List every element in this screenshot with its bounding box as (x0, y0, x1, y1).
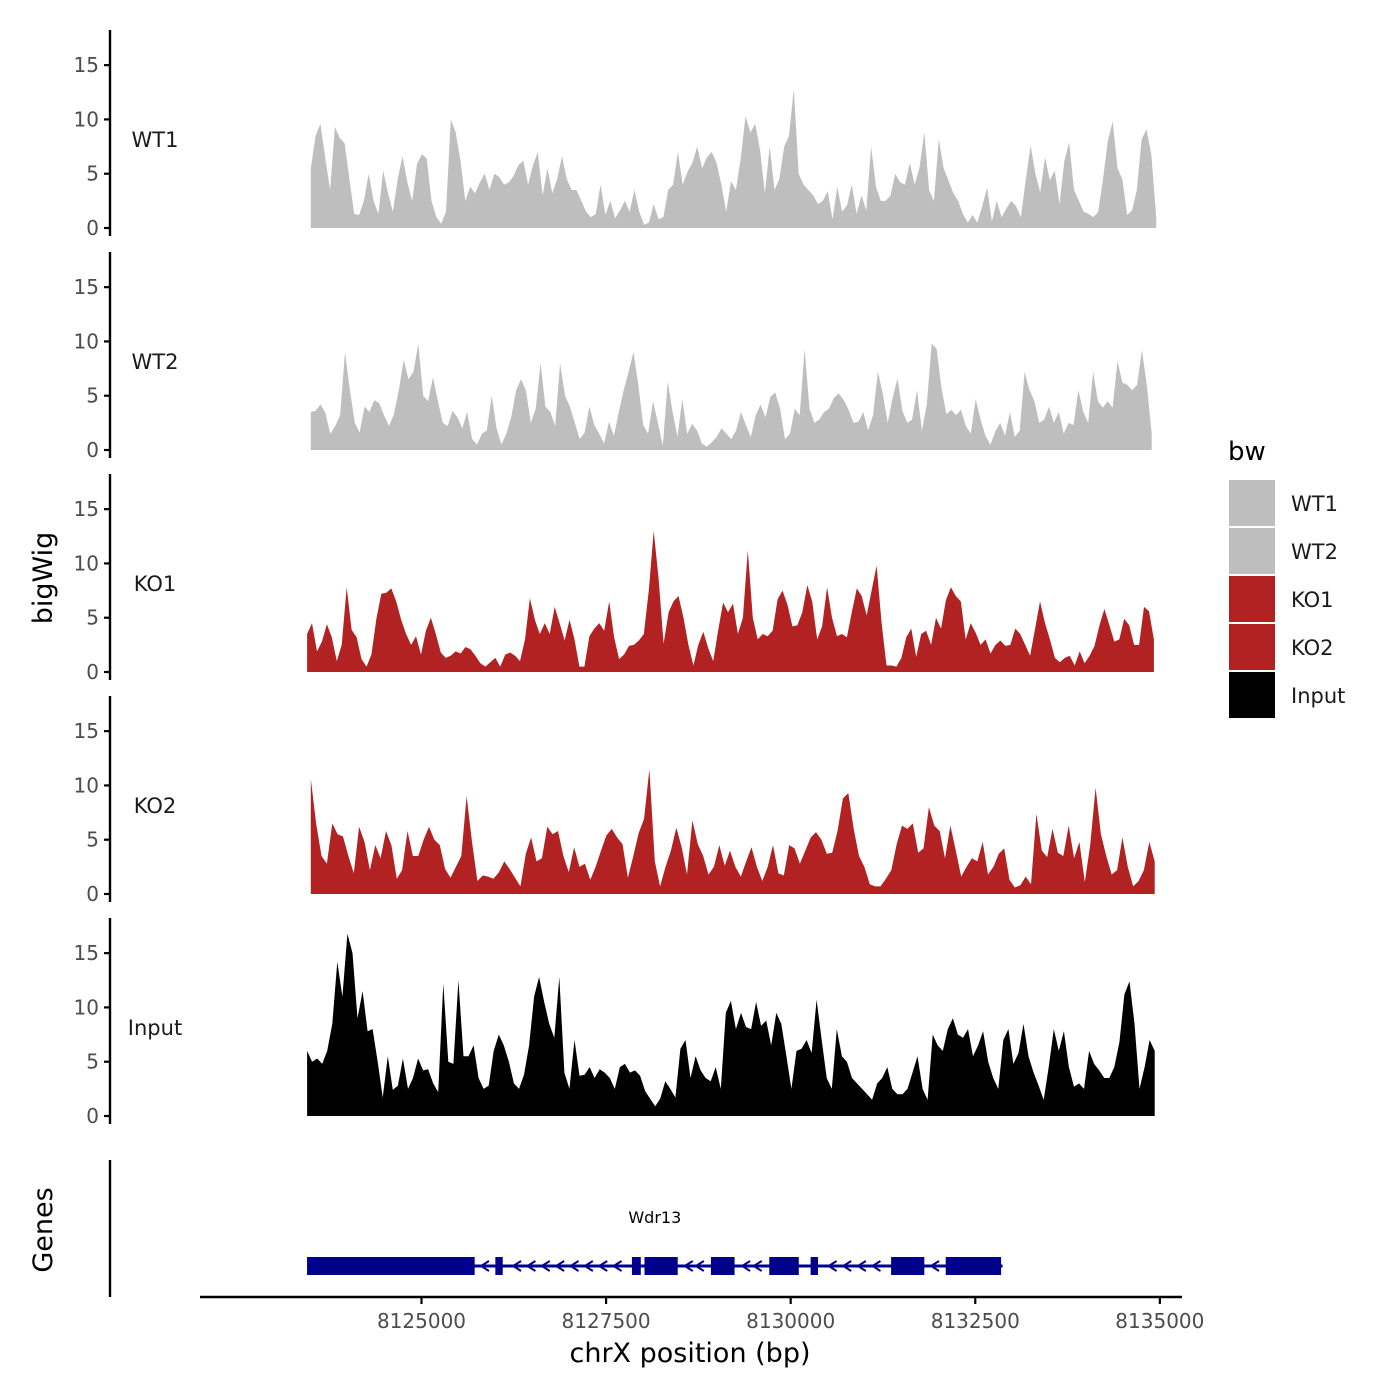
y-tick-label: 0 (86, 438, 99, 462)
x-tick-label: 8135000 (1115, 1309, 1204, 1333)
gene-panel: Wdr13 (108, 1160, 1003, 1297)
legend-item-ko2: KO2 (1229, 624, 1334, 670)
coverage-area-wt1 (310, 89, 1157, 228)
gene-exon (810, 1257, 818, 1275)
track-panel-ko2: 0 5 10 15 KO2 (74, 696, 1155, 906)
x-axis-title: chrX position (bp) (569, 1338, 810, 1369)
legend-label: KO1 (1291, 588, 1334, 612)
strand-arrow-icon (525, 1260, 536, 1272)
legend-label: Input (1291, 684, 1345, 708)
strand-arrow-icon (841, 1260, 852, 1272)
y-tick-label: 0 (86, 216, 99, 240)
y-tick-label: 10 (74, 329, 99, 353)
y-tick-label: 15 (74, 275, 99, 299)
gene-wdr13: Wdr13 (307, 1208, 1003, 1275)
legend-swatch (1229, 528, 1275, 574)
track-panel-ko1: 0 5 10 15 KO1 (74, 474, 1154, 684)
genes-axis-title: Genes (28, 1187, 59, 1272)
strand-arrow-icon (511, 1260, 522, 1272)
gene-exon (891, 1257, 925, 1275)
gene-name-label: Wdr13 (628, 1208, 681, 1227)
track-label: WT1 (132, 128, 179, 152)
x-tick-label: 8125000 (377, 1309, 466, 1333)
strand-arrow-icon (929, 1260, 940, 1272)
x-axis: 8125000 8127500 8130000 8132500 8135000 (200, 1295, 1204, 1333)
legend-label: WT1 (1291, 492, 1338, 516)
strand-arrow-icon (479, 1260, 490, 1272)
strand-arrow-icon (682, 1260, 694, 1272)
y-tick-label: 5 (86, 1050, 99, 1074)
strand-arrow-icon (582, 1260, 594, 1272)
track-label: KO1 (134, 572, 177, 596)
legend-item-input: Input (1229, 672, 1345, 718)
gene-exon (769, 1257, 799, 1275)
y-tick-label: 5 (86, 606, 99, 630)
x-tick-label: 8130000 (746, 1309, 835, 1333)
gene-exon (644, 1257, 678, 1275)
y-tick-label: 5 (86, 384, 99, 408)
x-tick-label: 8127500 (562, 1309, 651, 1333)
gene-exon (710, 1257, 735, 1275)
legend-item-wt2: WT2 (1229, 528, 1338, 574)
legend-label: KO2 (1291, 636, 1334, 660)
y-axis-title: bigWig (28, 532, 59, 625)
y-tick-label: 0 (86, 660, 99, 684)
track-panel-wt1: 0 5 10 15 WT1 (74, 30, 1157, 240)
y-tick-label: 0 (86, 882, 99, 906)
coverage-area-ko1 (307, 530, 1154, 672)
track-label: WT2 (132, 350, 179, 374)
legend-swatch (1229, 624, 1275, 670)
strand-arrow-icon (751, 1260, 763, 1272)
coverage-area-ko2 (310, 769, 1155, 894)
strand-arrow-icon (554, 1260, 565, 1272)
gene-exon (307, 1257, 475, 1275)
x-tick-label: 8132500 (931, 1309, 1020, 1333)
strand-arrow-icon (855, 1260, 867, 1272)
strand-arrow-icon (568, 1260, 580, 1272)
strand-arrow-icon (539, 1260, 551, 1272)
gene-exon (945, 1257, 1002, 1275)
coverage-area-input (307, 933, 1155, 1116)
y-tick-label: 5 (86, 828, 99, 852)
strand-arrow-icon (826, 1260, 838, 1272)
y-tick-label: 15 (74, 497, 99, 521)
legend-swatch (1229, 480, 1275, 526)
y-tick-label: 10 (74, 107, 99, 131)
gene-exon (495, 1257, 503, 1275)
y-tick-label: 5 (86, 162, 99, 186)
strand-arrow-icon (693, 1260, 705, 1272)
legend-item-wt1: WT1 (1229, 480, 1338, 526)
y-tick-label: 15 (74, 941, 99, 965)
legend-title: bw (1228, 437, 1266, 467)
y-tick-label: 15 (74, 719, 99, 743)
y-tick-label: 10 (74, 551, 99, 575)
track-label: Input (128, 1016, 182, 1040)
track-panels: 0 5 10 15 WT1 0 5 10 15 WT2 0 5 10 15 KO1 0 5 10 15 KO2 0 5 10… (74, 30, 1157, 1128)
y-tick-label: 10 (74, 773, 99, 797)
y-tick-label: 0 (86, 1104, 99, 1128)
strand-arrow-icon (597, 1260, 608, 1272)
legend-swatch (1229, 672, 1275, 718)
strand-arrow-icon (870, 1260, 882, 1272)
strand-arrow-icon (611, 1260, 623, 1272)
track-panel-input: 0 5 10 15 Input (74, 918, 1155, 1128)
strand-arrow-icon (740, 1260, 751, 1272)
legend-item-ko1: KO1 (1229, 576, 1334, 622)
legend: bw WT1 WT2 KO1 KO2 Input (1228, 437, 1345, 718)
y-tick-label: 10 (74, 995, 99, 1019)
legend-swatch (1229, 576, 1275, 622)
legend-label: WT2 (1291, 540, 1338, 564)
gene-exon (631, 1257, 641, 1275)
track-panel-wt2: 0 5 10 15 WT2 (74, 252, 1152, 462)
track-label: KO2 (134, 794, 177, 818)
coverage-area-wt2 (310, 343, 1152, 450)
y-tick-label: 15 (74, 53, 99, 77)
